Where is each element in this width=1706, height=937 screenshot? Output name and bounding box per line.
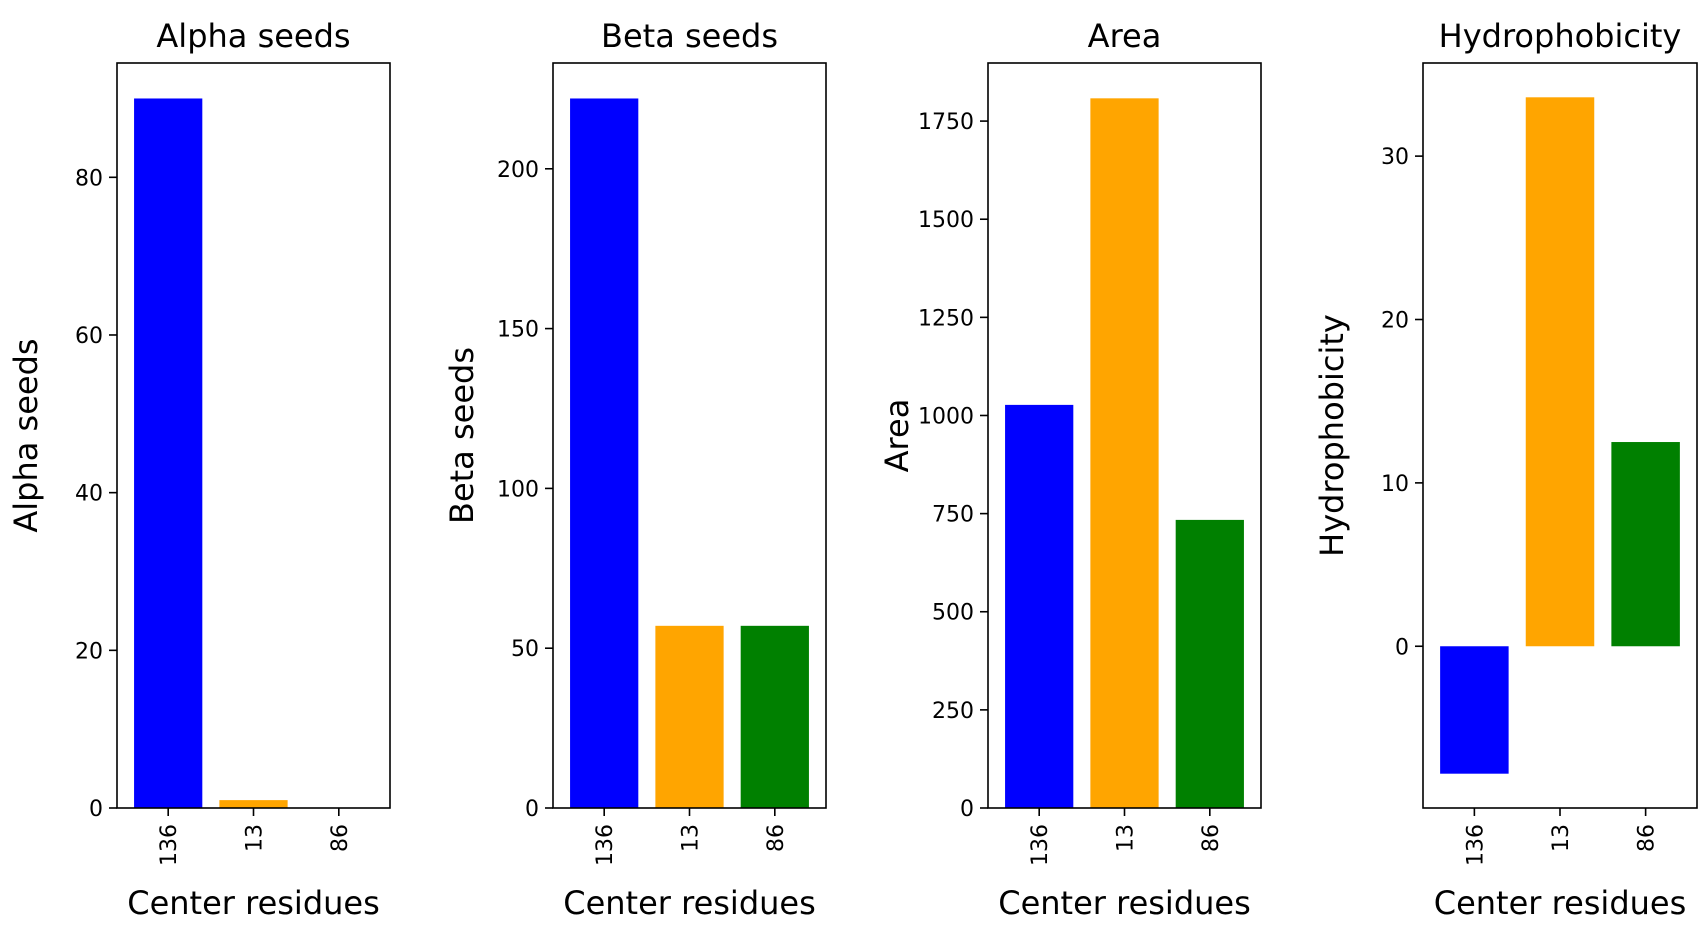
x-tick-label: 136: [1028, 824, 1053, 866]
subplot-title: Alpha seeds: [156, 17, 350, 55]
y-tick-label: 0: [960, 797, 974, 822]
bar-86: [1611, 442, 1680, 647]
bar-86: [740, 625, 809, 808]
bar-136: [1440, 646, 1509, 774]
plot-frame: [1422, 62, 1698, 809]
plot-frame: [116, 62, 391, 809]
subplot-beta-seeds: Beta seeds Beta seeds Center residues 0 5…: [443, 17, 827, 922]
x-tick-label: 13: [1114, 824, 1139, 852]
y-tick-label: 100: [497, 477, 539, 502]
x-tick-label: 13: [1549, 824, 1574, 852]
bar-13: [655, 625, 724, 808]
y-tick-label: 0: [1395, 635, 1409, 660]
y-tick-label: 200: [497, 158, 539, 183]
subplot-title: Hydrophobicity: [1439, 17, 1682, 55]
subplot-title: Area: [1088, 17, 1162, 55]
subplot-area: Area Area Center residues 0 250 500 750 1000…: [878, 17, 1262, 922]
y-axis-label: Beta seeds: [443, 347, 481, 524]
x-axis-label: Center residues: [1434, 884, 1687, 922]
y-tick-label: 1250: [918, 306, 974, 331]
x-axis-label: Center residues: [563, 884, 816, 922]
y-axis-label: Alpha seeds: [7, 338, 45, 532]
subplot-title: Beta seeds: [601, 17, 778, 55]
x-tick-label: 86: [1635, 824, 1660, 852]
bar-13: [1090, 98, 1159, 808]
plot-frame: [552, 62, 827, 809]
y-tick-label: 150: [497, 318, 539, 343]
y-tick-label: 30: [1381, 145, 1409, 170]
subplot-hydrophobicity: Hydrophobicity Hydrophobicity Center res…: [1313, 17, 1698, 922]
y-tick-label: 80: [75, 166, 103, 191]
x-tick-label: 136: [593, 824, 618, 866]
y-tick-label: 60: [75, 324, 103, 349]
y-tick-label: 250: [932, 699, 974, 724]
x-axis-label: Center residues: [998, 884, 1251, 922]
x-tick-label: 86: [764, 824, 789, 852]
bar-136: [134, 98, 203, 808]
y-tick-label: 750: [932, 503, 974, 528]
plot-frame: [987, 62, 1262, 809]
bar-13: [219, 800, 288, 808]
x-tick-label: 86: [328, 824, 353, 852]
y-axis-label: Area: [878, 399, 916, 473]
y-tick-label: 1000: [918, 404, 974, 429]
bar-136: [1005, 404, 1074, 808]
y-tick-label: 20: [75, 639, 103, 664]
y-tick-label: 0: [89, 797, 103, 822]
y-tick-label: 0: [525, 797, 539, 822]
x-tick-label: 136: [1463, 824, 1488, 866]
x-tick-label: 136: [157, 824, 182, 866]
x-tick-label: 13: [243, 824, 268, 852]
bar-13: [1525, 97, 1595, 647]
bar-136: [570, 98, 639, 808]
y-tick-label: 40: [75, 482, 103, 507]
bar-86: [1175, 519, 1244, 808]
y-tick-label: 500: [932, 601, 974, 626]
subplot-alpha-seeds: Alpha seeds Alpha seeds Center residues …: [7, 17, 391, 922]
x-tick-label: 86: [1199, 824, 1224, 852]
x-axis-label: Center residues: [127, 884, 380, 922]
y-axis-label: Hydrophobicity: [1313, 314, 1351, 557]
y-tick-label: 20: [1381, 309, 1409, 334]
y-tick-label: 1500: [918, 208, 974, 233]
y-tick-label: 10: [1381, 472, 1409, 497]
y-tick-label: 50: [511, 637, 539, 662]
y-tick-label: 1750: [918, 110, 974, 135]
x-tick-label: 13: [679, 824, 704, 852]
